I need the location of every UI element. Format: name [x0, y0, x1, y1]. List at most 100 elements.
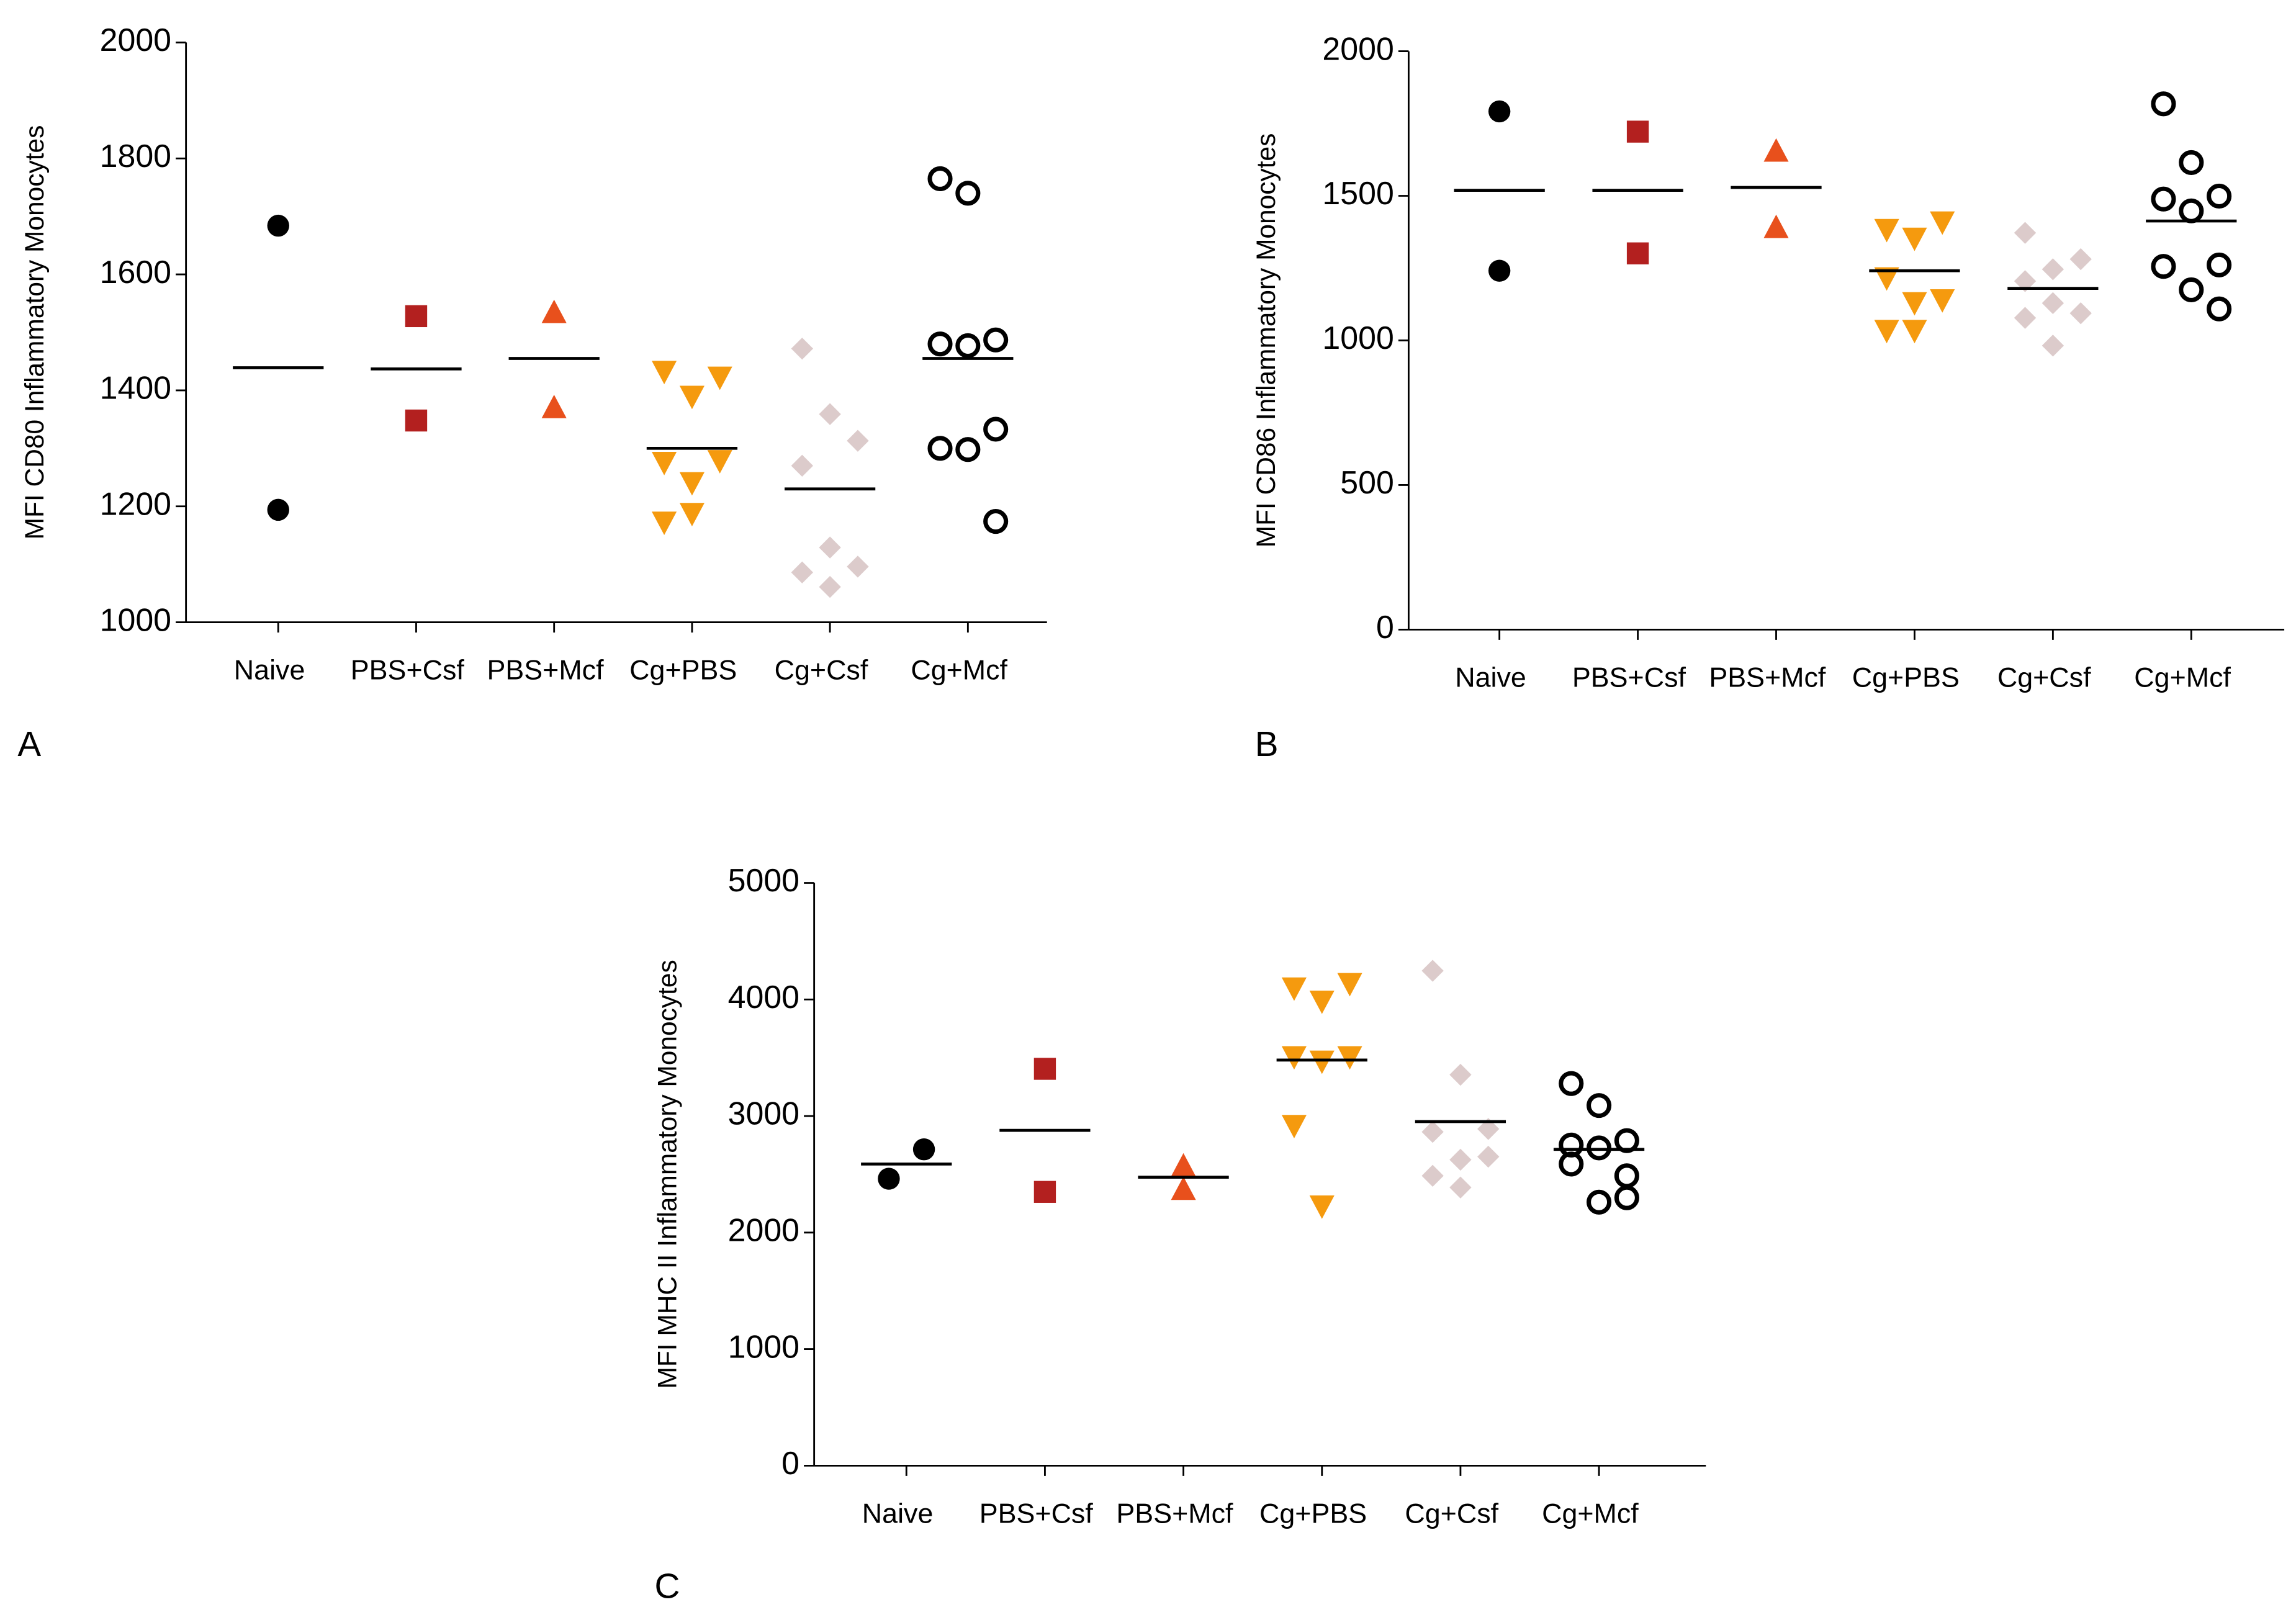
point	[983, 508, 1009, 534]
y-tick-label: 1200	[100, 485, 171, 521]
point	[791, 561, 813, 583]
point	[679, 385, 705, 410]
point	[927, 331, 953, 357]
x-tick-label: Cg+Mcf	[1542, 1498, 1639, 1529]
x-tick-label: Cg+Mcf	[911, 655, 1007, 686]
x-tick-label: Cg+PBS	[1259, 1498, 1367, 1529]
y-tick-label: 2000	[100, 22, 171, 58]
y-tick-label: 0	[1376, 609, 1394, 645]
x-tick-label: Cg+Csf	[1405, 1498, 1498, 1529]
y-axis-label: MFI CD80 Inflammatory Monocytes	[20, 125, 49, 540]
point	[2179, 150, 2204, 175]
point	[1477, 1118, 1500, 1140]
point	[2179, 277, 2204, 302]
x-tick-label: PBS+Mcf	[1116, 1498, 1233, 1529]
point	[1763, 214, 1789, 238]
point	[819, 536, 841, 559]
x-tick-label: PBS+Csf	[979, 1498, 1094, 1529]
y-tick-label: 1000	[1322, 320, 1393, 356]
point	[2069, 248, 2092, 271]
point	[955, 437, 981, 462]
x-tick-label: PBS+Mcf	[487, 655, 605, 686]
point	[1309, 990, 1335, 1014]
point	[1033, 1058, 1056, 1080]
point	[1421, 1120, 1444, 1143]
point	[1309, 1050, 1335, 1074]
point	[1614, 1128, 1639, 1153]
point	[1763, 138, 1789, 162]
point	[791, 454, 813, 477]
point	[541, 299, 567, 323]
point	[1171, 1176, 1196, 1200]
x-tick-label: Cg+Mcf	[2134, 662, 2231, 693]
point	[1587, 1189, 1612, 1215]
point	[652, 511, 677, 535]
point	[878, 1168, 900, 1190]
point	[955, 181, 981, 206]
point	[652, 361, 677, 385]
point	[847, 430, 869, 452]
point	[2151, 254, 2176, 279]
point	[2014, 307, 2037, 329]
point	[927, 166, 953, 191]
y-tick-label: 500	[1340, 464, 1394, 500]
point	[1902, 227, 1927, 251]
point	[1614, 1185, 1639, 1210]
point	[1930, 211, 1955, 235]
y-tick-label: 2000	[1322, 30, 1393, 66]
point	[1902, 320, 1927, 344]
point	[791, 337, 813, 360]
point	[1614, 1163, 1639, 1189]
point	[1559, 1151, 1584, 1177]
point	[2069, 302, 2092, 325]
point	[1337, 1046, 1362, 1070]
x-tick-label: Cg+Csf	[775, 655, 868, 686]
y-tick-label: 1800	[100, 138, 171, 174]
point	[1421, 960, 1444, 982]
point	[1874, 320, 1899, 344]
point	[2151, 91, 2176, 117]
y-tick-label: 1400	[100, 370, 171, 406]
y-tick-label: 4000	[728, 979, 799, 1015]
point	[267, 214, 289, 237]
point	[679, 472, 705, 496]
point	[1626, 120, 1649, 143]
point	[1171, 1153, 1196, 1177]
point	[707, 450, 732, 474]
point	[1559, 1071, 1584, 1096]
point	[927, 436, 953, 461]
y-axis-label: MFI MHC II Inflammatory Monocytes	[652, 960, 682, 1388]
y-axis-label: MFI CD86 Inflammatory Monocytes	[1251, 133, 1281, 548]
point	[1449, 1176, 1472, 1199]
y-tick-label: 1000	[100, 601, 171, 637]
point	[2151, 186, 2176, 212]
point	[1337, 973, 1362, 997]
y-tick-label: 0	[781, 1445, 799, 1481]
point	[1281, 1115, 1307, 1139]
point	[1488, 259, 1511, 282]
x-tick-label: Cg+PBS	[1852, 662, 1960, 693]
x-tick-label: PBS+Mcf	[1709, 662, 1826, 693]
panel-label: C	[655, 1566, 680, 1605]
x-tick-label: Cg+PBS	[629, 655, 737, 686]
point	[2207, 296, 2232, 322]
point	[819, 575, 841, 598]
point	[1477, 1145, 1500, 1168]
point	[1488, 100, 1511, 123]
panel-label: B	[1255, 724, 1279, 763]
point	[1930, 289, 1955, 313]
point	[405, 409, 428, 432]
point	[1449, 1063, 1472, 1086]
point	[1309, 1195, 1335, 1219]
x-tick-label: PBS+Csf	[1572, 662, 1686, 693]
point	[819, 403, 841, 425]
point	[1033, 1181, 1056, 1203]
point	[983, 327, 1009, 353]
point	[1626, 242, 1649, 264]
point	[1281, 1046, 1307, 1070]
point	[2014, 222, 2037, 244]
x-tick-label: PBS+Csf	[351, 655, 465, 686]
point	[2042, 292, 2064, 315]
point	[847, 556, 869, 578]
